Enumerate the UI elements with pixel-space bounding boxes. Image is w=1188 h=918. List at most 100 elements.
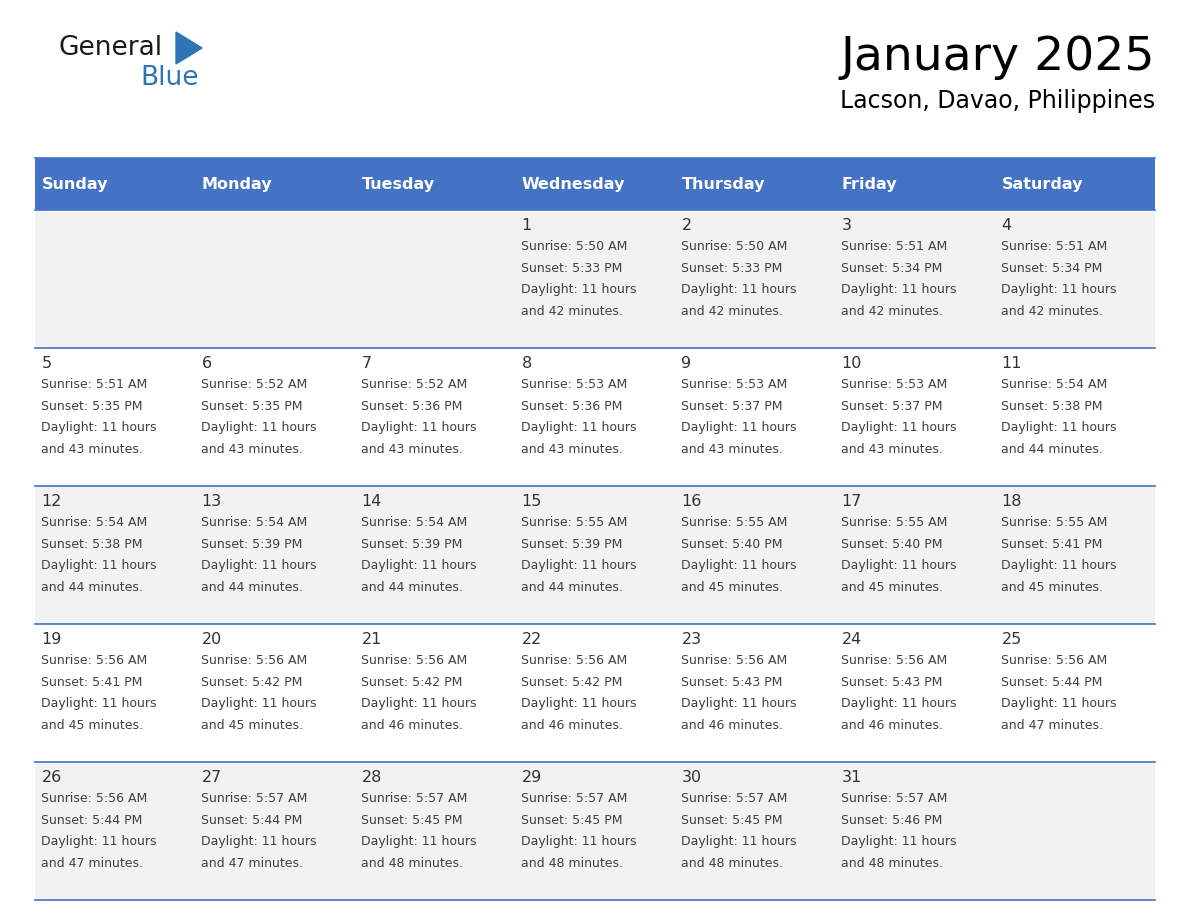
Text: Daylight: 11 hours: Daylight: 11 hours — [202, 559, 317, 572]
Text: 24: 24 — [841, 633, 861, 647]
Text: 9: 9 — [682, 356, 691, 371]
Text: Sunset: 5:42 PM: Sunset: 5:42 PM — [361, 676, 463, 688]
Bar — [195, 158, 355, 210]
Text: Sunset: 5:33 PM: Sunset: 5:33 PM — [522, 262, 623, 274]
Text: and 47 minutes.: and 47 minutes. — [42, 856, 144, 869]
Text: and 48 minutes.: and 48 minutes. — [841, 856, 943, 869]
Bar — [996, 762, 1155, 900]
Text: and 43 minutes.: and 43 minutes. — [522, 442, 624, 455]
Text: Sunset: 5:39 PM: Sunset: 5:39 PM — [522, 538, 623, 551]
Text: and 46 minutes.: and 46 minutes. — [522, 719, 624, 732]
Bar — [675, 486, 835, 624]
Bar — [355, 158, 516, 210]
Text: Sunset: 5:34 PM: Sunset: 5:34 PM — [1001, 262, 1102, 274]
Bar — [996, 210, 1155, 348]
Text: Daylight: 11 hours: Daylight: 11 hours — [682, 421, 797, 434]
Text: Sunset: 5:44 PM: Sunset: 5:44 PM — [1001, 676, 1102, 688]
Text: Sunrise: 5:52 AM: Sunrise: 5:52 AM — [361, 378, 468, 391]
Text: Sunset: 5:39 PM: Sunset: 5:39 PM — [361, 538, 463, 551]
Text: Sunday: Sunday — [42, 176, 108, 192]
Text: Sunset: 5:36 PM: Sunset: 5:36 PM — [361, 399, 463, 413]
Text: Sunset: 5:41 PM: Sunset: 5:41 PM — [1001, 538, 1102, 551]
Text: Sunrise: 5:56 AM: Sunrise: 5:56 AM — [1001, 655, 1107, 667]
Text: Daylight: 11 hours: Daylight: 11 hours — [682, 835, 797, 848]
Text: Daylight: 11 hours: Daylight: 11 hours — [361, 697, 476, 711]
Bar — [355, 486, 516, 624]
Text: Saturday: Saturday — [1001, 176, 1083, 192]
Text: and 44 minutes.: and 44 minutes. — [522, 580, 624, 594]
Text: Sunset: 5:35 PM: Sunset: 5:35 PM — [42, 399, 143, 413]
Text: and 46 minutes.: and 46 minutes. — [841, 719, 943, 732]
Text: 28: 28 — [361, 770, 381, 785]
Text: 25: 25 — [1001, 633, 1022, 647]
Bar — [34, 348, 195, 486]
Text: 7: 7 — [361, 356, 372, 371]
Text: Sunrise: 5:55 AM: Sunrise: 5:55 AM — [841, 516, 948, 530]
Text: Sunrise: 5:53 AM: Sunrise: 5:53 AM — [841, 378, 948, 391]
Text: 2: 2 — [682, 218, 691, 233]
Text: and 45 minutes.: and 45 minutes. — [682, 580, 783, 594]
Text: and 43 minutes.: and 43 minutes. — [841, 442, 943, 455]
Text: 8: 8 — [522, 356, 532, 371]
Text: Lacson, Davao, Philippines: Lacson, Davao, Philippines — [840, 89, 1155, 113]
Text: Daylight: 11 hours: Daylight: 11 hours — [361, 835, 476, 848]
Text: 6: 6 — [202, 356, 211, 371]
Text: Sunset: 5:40 PM: Sunset: 5:40 PM — [682, 538, 783, 551]
Text: Daylight: 11 hours: Daylight: 11 hours — [42, 559, 157, 572]
Text: Daylight: 11 hours: Daylight: 11 hours — [841, 283, 956, 297]
Bar — [195, 762, 355, 900]
Text: 1: 1 — [522, 218, 532, 233]
Bar — [516, 158, 675, 210]
Text: 26: 26 — [42, 770, 62, 785]
Text: Blue: Blue — [140, 65, 198, 91]
Text: and 48 minutes.: and 48 minutes. — [361, 856, 463, 869]
Text: Sunset: 5:43 PM: Sunset: 5:43 PM — [682, 676, 783, 688]
Text: and 44 minutes.: and 44 minutes. — [361, 580, 463, 594]
Text: and 42 minutes.: and 42 minutes. — [1001, 305, 1104, 318]
Text: 20: 20 — [202, 633, 222, 647]
Text: and 45 minutes.: and 45 minutes. — [1001, 580, 1104, 594]
Text: Sunset: 5:37 PM: Sunset: 5:37 PM — [841, 399, 943, 413]
Text: Sunrise: 5:54 AM: Sunrise: 5:54 AM — [202, 516, 308, 530]
Text: and 44 minutes.: and 44 minutes. — [202, 580, 303, 594]
Text: Sunset: 5:38 PM: Sunset: 5:38 PM — [1001, 399, 1102, 413]
Bar — [675, 348, 835, 486]
Bar — [835, 624, 996, 762]
Text: 17: 17 — [841, 494, 861, 509]
Bar — [516, 762, 675, 900]
Text: Sunset: 5:41 PM: Sunset: 5:41 PM — [42, 676, 143, 688]
Text: 18: 18 — [1001, 494, 1022, 509]
Text: Tuesday: Tuesday — [361, 176, 435, 192]
Text: 4: 4 — [1001, 218, 1011, 233]
Bar — [34, 158, 195, 210]
Text: and 42 minutes.: and 42 minutes. — [841, 305, 943, 318]
Text: 3: 3 — [841, 218, 852, 233]
Text: and 46 minutes.: and 46 minutes. — [682, 719, 783, 732]
Text: Daylight: 11 hours: Daylight: 11 hours — [1001, 559, 1117, 572]
Bar — [34, 762, 195, 900]
Bar — [34, 210, 195, 348]
Text: and 43 minutes.: and 43 minutes. — [682, 442, 783, 455]
Text: Sunset: 5:36 PM: Sunset: 5:36 PM — [522, 399, 623, 413]
Text: Daylight: 11 hours: Daylight: 11 hours — [1001, 421, 1117, 434]
Text: Sunrise: 5:51 AM: Sunrise: 5:51 AM — [42, 378, 147, 391]
Bar — [835, 210, 996, 348]
Text: Sunrise: 5:56 AM: Sunrise: 5:56 AM — [682, 655, 788, 667]
Text: 23: 23 — [682, 633, 702, 647]
Text: 21: 21 — [361, 633, 381, 647]
Text: Daylight: 11 hours: Daylight: 11 hours — [522, 697, 637, 711]
Text: Sunrise: 5:54 AM: Sunrise: 5:54 AM — [1001, 378, 1107, 391]
Text: Sunrise: 5:54 AM: Sunrise: 5:54 AM — [361, 516, 468, 530]
Text: Sunset: 5:35 PM: Sunset: 5:35 PM — [202, 399, 303, 413]
Text: Sunset: 5:37 PM: Sunset: 5:37 PM — [682, 399, 783, 413]
Text: Sunset: 5:45 PM: Sunset: 5:45 PM — [361, 813, 463, 827]
Bar — [675, 158, 835, 210]
Text: Daylight: 11 hours: Daylight: 11 hours — [522, 559, 637, 572]
Text: 22: 22 — [522, 633, 542, 647]
Text: and 43 minutes.: and 43 minutes. — [202, 442, 303, 455]
Text: Daylight: 11 hours: Daylight: 11 hours — [361, 421, 476, 434]
Polygon shape — [176, 32, 202, 64]
Text: Sunrise: 5:55 AM: Sunrise: 5:55 AM — [1001, 516, 1107, 530]
Text: 11: 11 — [1001, 356, 1022, 371]
Text: and 48 minutes.: and 48 minutes. — [682, 856, 783, 869]
